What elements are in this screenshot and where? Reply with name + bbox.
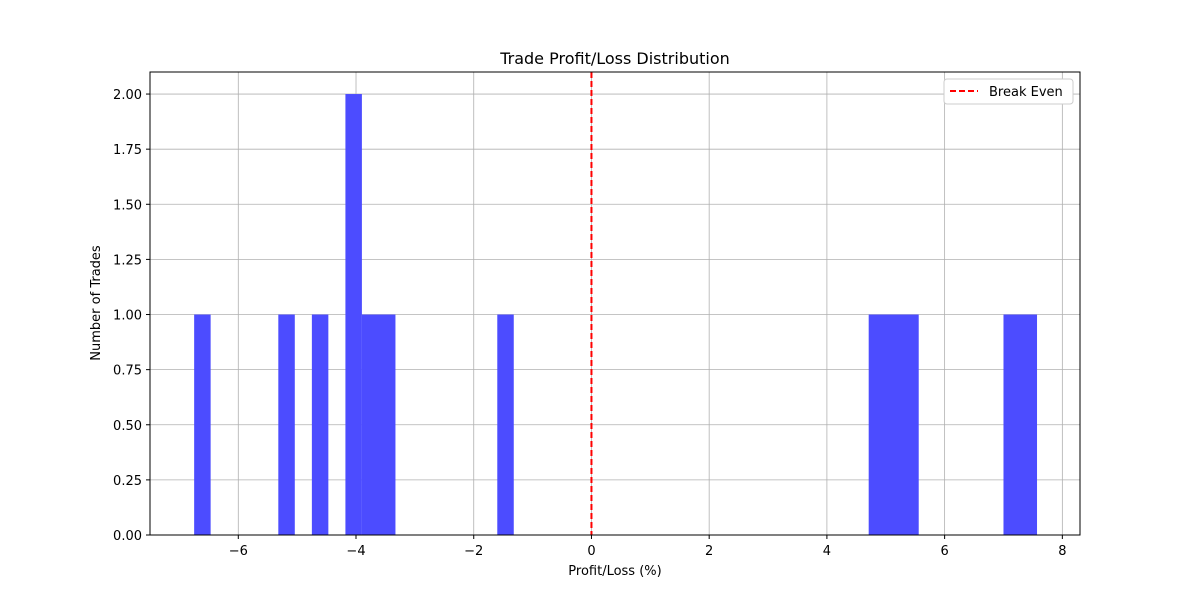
histogram-bar	[278, 314, 295, 535]
histogram-bar	[345, 94, 362, 536]
legend-label-break-even: Break Even	[989, 85, 1063, 100]
legend-box	[943, 78, 1074, 105]
x-tick-label: −6	[229, 544, 248, 559]
histogram-bar	[868, 314, 919, 535]
plot-frame	[149, 71, 1081, 536]
histogram-bar	[1003, 314, 1038, 535]
y-tick-label: 1.25	[113, 253, 142, 268]
y-tick-label: 0.75	[113, 364, 142, 379]
y-axis-ticks: 0.00 0.25 0.50 0.75 1.00 1.25 1.50 1.75 2.00	[113, 88, 150, 544]
y-tick-label: 2.00	[113, 88, 142, 103]
y-tick-label: 1.75	[113, 143, 142, 158]
legend: Break Even	[943, 78, 1074, 105]
y-tick-label: 1.50	[113, 198, 142, 213]
x-tick-label: 0	[587, 544, 595, 559]
x-tick-label: 4	[823, 544, 831, 559]
histogram-bar	[497, 314, 514, 535]
histogram-bar	[194, 314, 211, 535]
x-tick-label: −2	[464, 544, 483, 559]
x-tick-label: 6	[940, 544, 948, 559]
x-tick-label: 8	[1058, 544, 1066, 559]
y-axis-label: Number of Trades	[89, 245, 104, 361]
y-tick-label: 1.00	[113, 309, 142, 324]
histogram-bars	[194, 94, 1038, 536]
y-tick-label: 0.50	[113, 419, 142, 434]
y-tick-label: 0.00	[113, 529, 142, 544]
x-axis-label: Profit/Loss (%)	[568, 564, 661, 579]
x-tick-label: 2	[705, 544, 713, 559]
chart-title: Trade Profit/Loss Distribution	[499, 49, 730, 68]
histogram-bar	[361, 314, 396, 535]
y-tick-label: 0.25	[113, 474, 142, 489]
x-axis-ticks: −6 −4 −2 0 2 4 6 8	[229, 535, 1066, 559]
x-tick-label: −4	[346, 544, 365, 559]
histogram-bar	[311, 314, 329, 535]
